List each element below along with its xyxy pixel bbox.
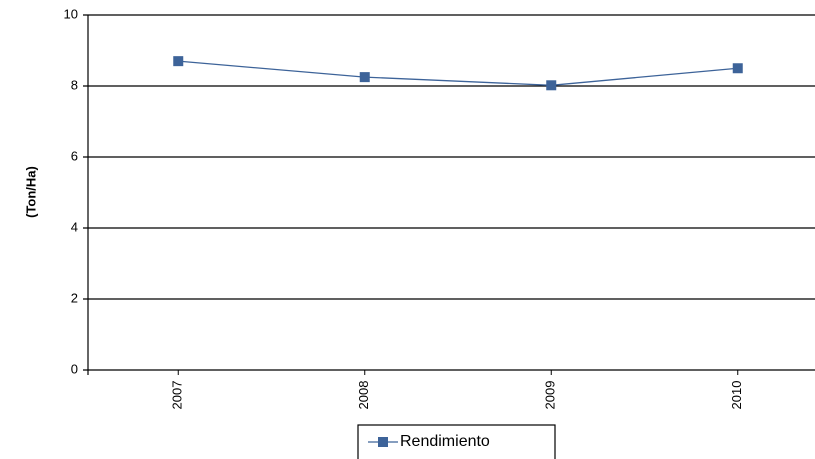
- data-point: [173, 56, 184, 67]
- x-tick-label: 2010: [729, 381, 744, 410]
- data-point: [359, 72, 370, 83]
- y-tick-label: 10: [64, 6, 78, 21]
- data-point: [546, 80, 557, 91]
- x-tick-label: 2009: [543, 381, 558, 410]
- y-tick-label: 6: [71, 148, 78, 163]
- legend-label: Rendimiento: [400, 433, 490, 450]
- y-tick-label: 4: [71, 219, 78, 234]
- data-point: [732, 63, 743, 74]
- y-tick-label: 2: [71, 290, 78, 305]
- series-line: [178, 60, 738, 86]
- y-tick-label: 0: [71, 361, 78, 376]
- y-axis-label: (Ton/Ha): [23, 166, 38, 218]
- x-tick-label: 2008: [356, 381, 371, 410]
- y-tick-label: 8: [71, 77, 78, 92]
- legend-marker: [378, 437, 388, 447]
- x-tick-label: 2007: [170, 381, 185, 410]
